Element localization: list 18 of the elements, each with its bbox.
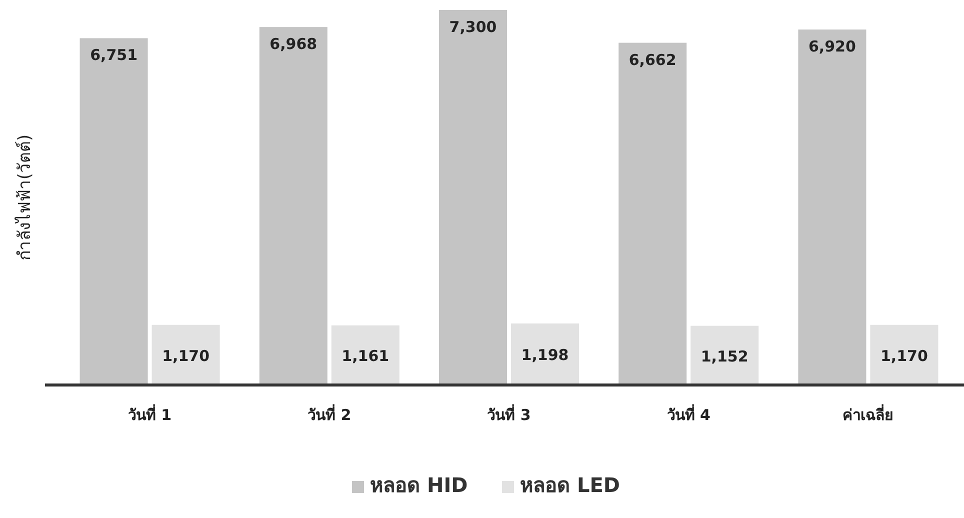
x-tick-label: วันที่ 1 xyxy=(128,404,172,424)
data-label: 6,751 xyxy=(90,46,138,64)
x-tick-label: วันที่ 4 xyxy=(666,404,710,424)
data-label: 6,920 xyxy=(808,38,856,56)
y-axis-title: กำลังไฟฟ้า(วัตต์) xyxy=(14,134,35,261)
data-label: 6,968 xyxy=(270,35,318,54)
data-label: 1,198 xyxy=(521,346,569,364)
data-label: 1,170 xyxy=(880,346,928,365)
data-label: 1,152 xyxy=(700,347,748,366)
x-tick-label: ค่าเฉลี่ย xyxy=(842,404,894,424)
x-tick-label: วันที่ 3 xyxy=(487,404,531,424)
data-label: 7,300 xyxy=(449,18,497,36)
legend-label: หลอด HID xyxy=(370,473,468,497)
legend-label: หลอด LED xyxy=(520,473,620,497)
data-label: 1,170 xyxy=(162,346,210,365)
x-tick-label: วันที่ 2 xyxy=(308,404,352,424)
data-label: 6,662 xyxy=(628,50,676,69)
data-label: 1,161 xyxy=(342,347,390,366)
